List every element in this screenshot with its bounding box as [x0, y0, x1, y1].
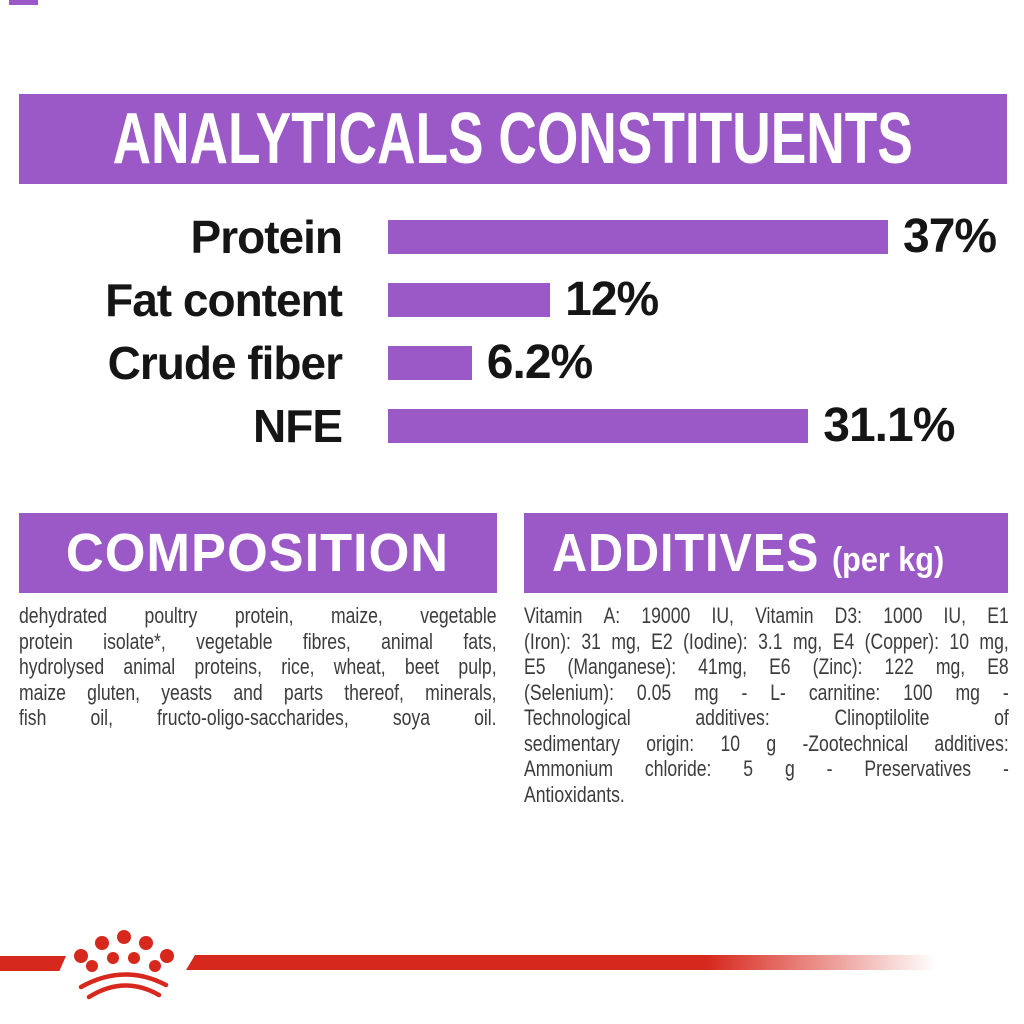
- additives-banner: ADDITIVES (per kg): [524, 513, 1008, 593]
- text-line: Antioxidants.: [524, 781, 625, 807]
- chart-bar: [388, 408, 809, 443]
- text-line: hydrolysed animal proteins, rice, wheat, beet…: [19, 654, 497, 679]
- chart-category-label: Protein: [190, 210, 343, 263]
- chart-value-label: 6.2%: [486, 336, 593, 389]
- chart-value-label: 37%: [903, 210, 997, 263]
- text-line: Ammonium chloride: 5 g - Preservatives -: [524, 756, 1009, 781]
- text-line: sedimentary origin: 10 g -Zootechnical additi…: [524, 730, 1009, 756]
- chart-row: Protein 37%: [0, 205, 1024, 268]
- crown-arcs: [78, 972, 169, 1000]
- composition-text: dehydrated poultry protein, maize, vegetable…: [19, 603, 497, 731]
- chart-row: NFE 31.1%: [0, 394, 1024, 457]
- analytical-constituents-title: ANALYTICALS CONSTITUENTS: [112, 99, 914, 179]
- chart-category-label: Fat content: [105, 273, 343, 326]
- text-line: dehydrated poultry protein, maize, vegetable: [19, 603, 497, 628]
- text-line: (Selenium): 0.05 mg - L-carnitine: 100 mg -: [524, 679, 1009, 705]
- top-edge-purple-sliver: [9, 0, 38, 5]
- text-line: maize gluten, yeasts and parts thereof, minera…: [19, 679, 497, 705]
- chart-row: Crude fiber 6.2%: [0, 331, 1024, 394]
- chart-value-label: 12%: [565, 273, 659, 326]
- additives-text: Vitamin A: 19000 IU, Vitamin D3: 1000 IU, E1 (Iro…: [524, 603, 1009, 807]
- additives-heading-line: ADDITIVES (per kg): [552, 522, 944, 584]
- brand-rule-left: [0, 956, 66, 971]
- chart-bar: [388, 282, 551, 317]
- text-line: E5 (Manganese): 41mg, E6 (Zinc): 122 mg, E8: [524, 654, 1009, 679]
- composition-banner: COMPOSITION: [19, 513, 497, 593]
- bar-chart: Protein 37% Fat content 12% Crude fiber 6.2% N…: [0, 205, 1024, 457]
- brand-rule-right: [186, 955, 952, 970]
- chart-category-label: NFE: [253, 399, 343, 452]
- chart-bar: [388, 345, 472, 380]
- royal-canin-crown-logo: [74, 930, 174, 1000]
- text-line: Vitamin A: 19000 IU, Vitamin D3: 1000 IU, E1: [524, 603, 1009, 628]
- chart-value-label: 31.1%: [823, 399, 955, 452]
- chart-row: Fat content 12%: [0, 268, 1024, 331]
- text-line: fish oil, fructo-oligo-saccharides, soya oil…: [19, 705, 497, 730]
- text-line: Technological additives: Clinoptilolite of: [524, 705, 1009, 730]
- additives-heading: ADDITIVES: [552, 523, 820, 583]
- crown-dots: [74, 930, 174, 972]
- text-line: protein isolate*, vegetable fibres, animal fa…: [19, 628, 497, 654]
- chart-bar: [388, 219, 888, 254]
- text-line: (Iron): 31 mg, E2 (Iodine): 3.1 mg, E4 (Copper):…: [524, 628, 1009, 654]
- analytical-constituents-banner: ANALYTICALS CONSTITUENTS: [19, 94, 1007, 184]
- composition-heading: COMPOSITION: [66, 523, 450, 583]
- additives-heading-unit: (per kg): [831, 541, 945, 579]
- chart-category-label: Crude fiber: [107, 336, 343, 389]
